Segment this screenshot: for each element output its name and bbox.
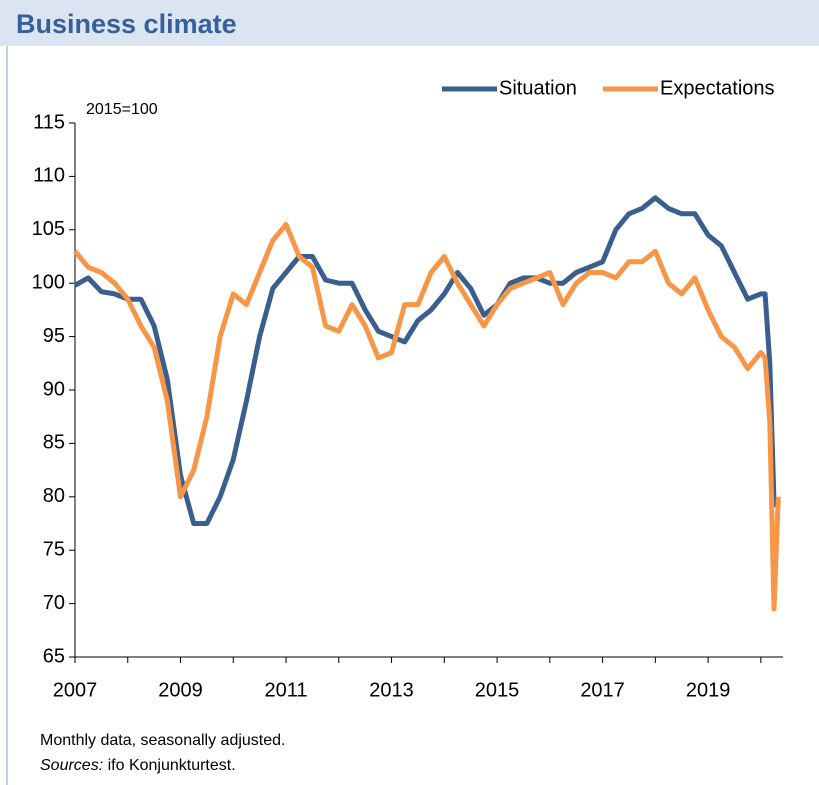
series-line [73,222,781,612]
series-line [73,195,781,526]
y-tick-label: 85 [43,432,65,454]
y-tick-label: 100 [32,271,65,293]
source-label: Sources: [40,757,103,774]
y-tick-label: 70 [43,592,65,614]
x-tick-label: 2013 [369,679,414,701]
y-tick-label: 75 [43,538,65,560]
x-tick-label: 2011 [265,679,308,701]
unit-label: 2015=100 [86,101,158,118]
source: Sources: ifo Konjunkturtest. [40,757,236,774]
y-tick-label: 90 [43,378,65,400]
x-tick-label: 2015 [475,679,520,701]
y-tick-label: 115 [33,111,65,133]
x-tick-label: 2017 [580,679,625,701]
x-tick-label: 2007 [53,679,98,701]
y-tick-label: 110 [33,165,65,187]
y-tick-label: 65 [43,645,65,667]
legend-label: Expectations [660,77,775,99]
x-tick-label: 2019 [686,679,731,701]
y-tick-label: 105 [32,218,65,240]
source-text: ifo Konjunkturtest. [108,757,236,774]
x-tick-label: 2009 [158,679,203,701]
chart-title: Business climate [16,9,237,39]
legend-label: Situation [499,77,577,99]
y-tick-label: 95 [43,325,65,347]
footnote: Monthly data, seasonally adjusted. [40,732,285,749]
header-bar [0,0,819,46]
y-tick-label: 80 [43,485,65,507]
